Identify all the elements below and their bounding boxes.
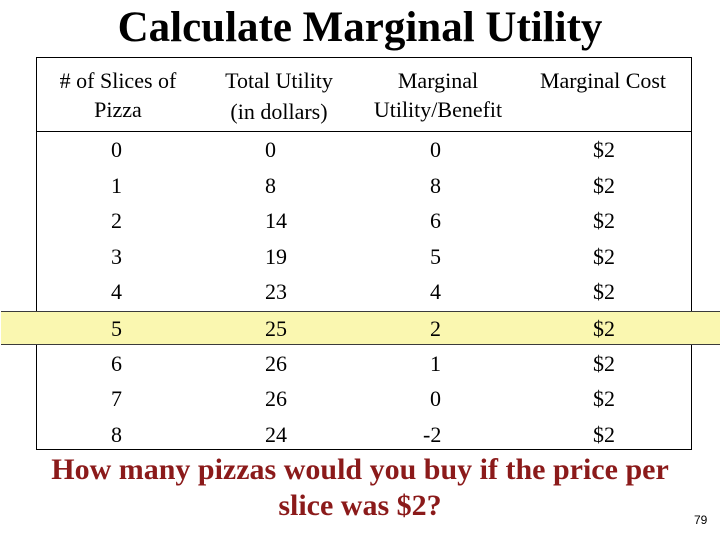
cell-slices: 8 bbox=[111, 422, 122, 447]
table-row: 7 26 0 $2 bbox=[37, 382, 691, 416]
table-row: 8 24 -2 $2 bbox=[37, 418, 691, 452]
table-row-highlighted: 5 25 2 $2 bbox=[1, 311, 720, 345]
cell-total-utility: 26 bbox=[265, 386, 287, 411]
cell-total-utility: 19 bbox=[265, 244, 287, 269]
header-total-utility: Total Utility (in dollars) bbox=[205, 66, 353, 126]
cell-slices: 1 bbox=[111, 173, 122, 198]
cell-marginal-utility: 8 bbox=[430, 173, 441, 198]
cell-marginal-cost: $2 bbox=[593, 244, 615, 269]
cell-marginal-cost: $2 bbox=[593, 351, 615, 376]
page-number: 79 bbox=[694, 513, 708, 527]
cell-marginal-cost: $2 bbox=[593, 422, 615, 447]
cell-total-utility: 25 bbox=[265, 316, 287, 341]
cell-slices: 5 bbox=[111, 316, 122, 341]
cell-total-utility: 23 bbox=[265, 279, 287, 304]
cell-marginal-utility: 2 bbox=[430, 316, 441, 341]
cell-slices: 0 bbox=[111, 137, 122, 162]
cell-marginal-utility: 4 bbox=[430, 279, 441, 304]
cell-total-utility: 24 bbox=[265, 422, 287, 447]
cell-marginal-cost: $2 bbox=[593, 208, 615, 233]
header-marginal-utility: Marginal Utility/Benefit bbox=[363, 66, 513, 124]
header-slices: # of Slices of Pizza bbox=[43, 66, 193, 124]
slide-title: Calculate Marginal Utility bbox=[117, 4, 603, 51]
cell-marginal-utility: 0 bbox=[430, 137, 441, 162]
header-marginal-line1: Marginal bbox=[397, 68, 479, 93]
header-total-line1: Total Utility bbox=[225, 68, 333, 93]
header-slices-line2: Pizza bbox=[94, 97, 142, 122]
cell-total-utility: 26 bbox=[265, 351, 287, 376]
header-total-line2: (in dollars) bbox=[230, 99, 328, 124]
table-row: 2 14 6 $2 bbox=[37, 204, 691, 238]
cell-total-utility: 8 bbox=[265, 173, 276, 198]
cell-slices: 6 bbox=[111, 351, 122, 376]
cell-total-utility: 0 bbox=[265, 137, 276, 162]
utility-table: # of Slices of Pizza Total Utility (in d… bbox=[1, 57, 720, 452]
table-row: 1 8 8 $2 bbox=[37, 169, 691, 203]
table-row: 4 23 4 $2 bbox=[37, 275, 691, 309]
cell-marginal-utility: 5 bbox=[430, 244, 441, 269]
table-row: 6 26 1 $2 bbox=[37, 347, 691, 381]
cell-slices: 4 bbox=[111, 279, 122, 304]
header-marginal-cost: Marginal Cost bbox=[539, 68, 667, 93]
cell-total-utility: 14 bbox=[265, 208, 287, 233]
cell-marginal-utility: 0 bbox=[430, 386, 441, 411]
cell-marginal-cost: $2 bbox=[593, 173, 615, 198]
header-marginal-line2: Utility/Benefit bbox=[373, 97, 503, 122]
cell-marginal-cost: $2 bbox=[593, 279, 615, 304]
cell-marginal-cost: $2 bbox=[593, 137, 615, 162]
cell-slices: 2 bbox=[111, 208, 122, 233]
header-slices-line1: # of Slices of bbox=[59, 68, 177, 93]
question-text: How many pizzas would you buy if the pri… bbox=[51, 453, 669, 522]
cell-slices: 7 bbox=[111, 386, 122, 411]
cell-marginal-utility: 1 bbox=[430, 351, 441, 376]
table-header-row: # of Slices of Pizza Total Utility (in d… bbox=[37, 58, 691, 132]
cell-marginal-utility: 6 bbox=[430, 208, 441, 233]
table-row: 0 0 0 $2 bbox=[37, 133, 691, 167]
cell-marginal-utility: -2 bbox=[423, 422, 442, 447]
cell-slices: 3 bbox=[111, 244, 122, 269]
cell-marginal-cost: $2 bbox=[593, 386, 615, 411]
table-row: 3 19 5 $2 bbox=[37, 240, 691, 274]
cell-marginal-cost: $2 bbox=[593, 316, 615, 341]
